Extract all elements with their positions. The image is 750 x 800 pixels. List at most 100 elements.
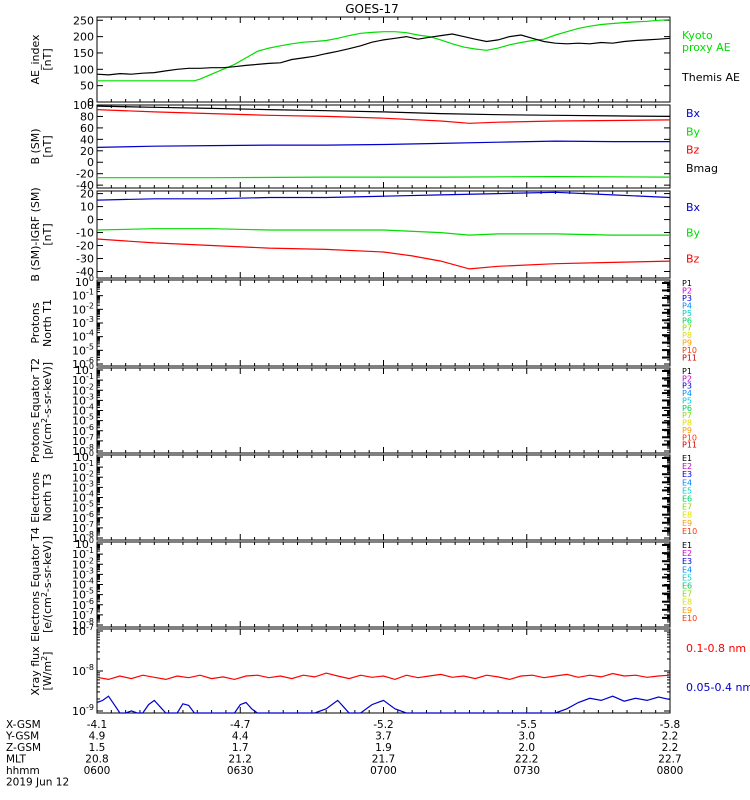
- y-tick-label: -20: [76, 168, 94, 181]
- x-axis-tick-value: 2.2: [662, 742, 679, 754]
- panel-4: 10010-110-210-310-410-510-6ProtonsNorth …: [29, 274, 697, 371]
- legend-entry: E7: [682, 503, 692, 512]
- legend-entry: Bz: [686, 144, 700, 157]
- legend-entry: P5: [682, 309, 692, 318]
- legend-entry: P3: [682, 382, 692, 391]
- legend-entry: 0.1-0.8 nm: [686, 642, 746, 655]
- legend-entry: P8: [682, 419, 692, 428]
- x-axis-tick-value: 4.9: [89, 731, 106, 743]
- y-axis-label: B (SM)[nT]: [29, 128, 54, 164]
- x-axis-tick-value: 21.7: [372, 754, 395, 766]
- legend-entry: E5: [682, 486, 692, 495]
- legend-entry: Bmag: [686, 162, 718, 175]
- x-axis-row-label: X-GSM: [6, 719, 41, 731]
- legend-entry: By: [686, 125, 701, 138]
- legend-entry: P4: [682, 389, 692, 398]
- legend-entry: E2: [682, 549, 692, 558]
- legend-entry: P7: [682, 411, 692, 420]
- legend-entry: E2: [682, 462, 692, 471]
- legend-entry: P3: [682, 294, 692, 303]
- y-tick-label: 0: [87, 96, 94, 109]
- legend-entry: Bx: [686, 107, 701, 120]
- x-axis-tick-value: 20.8: [85, 754, 108, 766]
- legend-entry: P10: [682, 433, 697, 442]
- y-tick-label: 10-9: [72, 703, 94, 718]
- y-tick-label: -20: [76, 240, 94, 253]
- panel-7: 10010-110-210-310-410-510-610-710-8Elect…: [29, 527, 697, 642]
- x-axis-row-label: Y-GSM: [5, 731, 39, 743]
- legend-entry: E1: [682, 454, 692, 463]
- x-axis-tick-value: 2.0: [518, 742, 535, 754]
- legend-entry: E9: [682, 606, 692, 615]
- legend-entry: P10: [682, 346, 697, 355]
- y-tick-label: 50: [80, 80, 94, 93]
- y-tick-label: 10-8: [72, 663, 94, 678]
- y-tick-label: -40: [76, 266, 94, 279]
- legend-entry: Bz: [686, 252, 700, 265]
- x-axis-tick-value: 3.0: [518, 731, 535, 743]
- legend-entry: E10: [682, 527, 697, 536]
- y-tick-label: 40: [80, 133, 94, 146]
- y-axis-label: Xray flux[W/m2]: [29, 646, 54, 696]
- y-tick-label: 100: [73, 99, 94, 112]
- panel-frame: [96, 367, 671, 454]
- x-axis-tick-value: -4.7: [230, 719, 251, 731]
- x-axis-tick-value: -5.8: [660, 719, 681, 731]
- legend-entry: P1: [682, 279, 692, 288]
- legend-entry: P11: [682, 354, 697, 363]
- x-axis-tick-value: -5.2: [373, 719, 394, 731]
- y-tick-label: 200: [73, 31, 94, 44]
- series-line-bx: [96, 191, 671, 201]
- y-tick-label: 0: [87, 214, 94, 227]
- y-tick-label: 20: [80, 145, 94, 158]
- x-axis-tick-value: 0700: [370, 765, 397, 777]
- series-line-bz: [96, 238, 671, 270]
- y-axis-label: Electrons Equator T4[e/(cm2-s-sr-keV)]: [29, 527, 54, 642]
- x-axis-row-label: Z-GSM: [6, 742, 41, 754]
- panel-frame: [96, 454, 671, 541]
- y-tick-label: 250: [73, 14, 94, 27]
- x-axis-tick-value: 3.7: [375, 731, 392, 743]
- series-line-bx: [96, 140, 670, 148]
- series-line-by: [96, 228, 670, 236]
- y-tick-label: 0: [87, 156, 94, 169]
- x-axis-tick-value: 4.4: [232, 731, 249, 743]
- panel-8: 10-7 10-8 10-9 Xray flux[W/m2] 0.1-0.8 nm 0.0…: [29, 623, 750, 718]
- x-axis-tick-value: -5.5: [517, 719, 538, 731]
- legend-entry: E5: [682, 573, 692, 582]
- legend-entry: P1: [682, 367, 692, 376]
- legend-entry: P8: [682, 331, 692, 340]
- legend-entry: E6: [682, 582, 692, 591]
- legend-entry: P11: [682, 441, 697, 450]
- series-line-kyoto: [97, 19, 671, 82]
- series-line-themis-ae: [96, 33, 671, 76]
- x-axis-row-label: MLT: [6, 754, 26, 766]
- series-line-0-05-0-4-nm: [96, 695, 671, 714]
- panel-frame: [96, 279, 671, 367]
- x-axis-tick-value: 0600: [84, 765, 111, 777]
- x-axis-tick-value: 0630: [227, 765, 254, 777]
- legend-entry: E6: [682, 495, 692, 504]
- legend-entry: E9: [682, 519, 692, 528]
- y-axis-label: ProtonsNorth T1: [29, 299, 54, 347]
- x-axis-date: 2019 Jun 12: [6, 777, 69, 789]
- y-tick-label: -30: [76, 253, 94, 266]
- legend-entry: E8: [682, 598, 692, 607]
- x-axis-row-label: hhmm: [6, 765, 40, 777]
- legend-entry: P4: [682, 301, 692, 310]
- y-axis-label: ElectronsNorth T3: [29, 472, 54, 523]
- y-tick-label: 80: [80, 110, 94, 123]
- y-tick-label: 60: [80, 122, 94, 135]
- series-line-0-1-0-8-nm: [96, 672, 671, 681]
- legend-entry: Themis AE: [681, 71, 740, 84]
- y-tick-label: -10: [76, 227, 94, 240]
- y-tick-label: 100: [73, 63, 94, 76]
- y-axis-label: Protons Equator T2[p/(cm2-s-sr-keV)]: [29, 358, 54, 463]
- x-axis-tick-value: 1.5: [89, 742, 106, 754]
- x-axis-tick-value: 0800: [657, 765, 684, 777]
